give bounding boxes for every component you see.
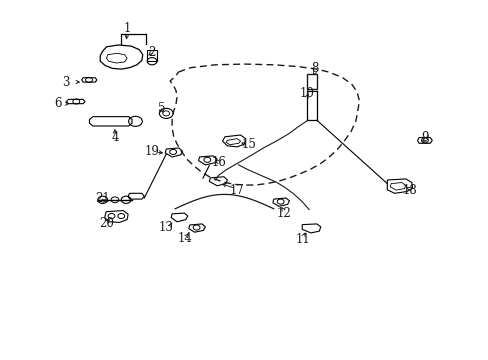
Text: 8: 8 <box>311 62 319 75</box>
Text: 5: 5 <box>157 102 165 114</box>
Text: 17: 17 <box>229 184 244 197</box>
Text: 16: 16 <box>211 156 226 169</box>
Text: 6: 6 <box>54 97 61 110</box>
Text: 21: 21 <box>95 192 110 205</box>
Text: 10: 10 <box>299 87 314 100</box>
Bar <box>306 74 316 89</box>
Text: 9: 9 <box>421 131 428 144</box>
Text: 20: 20 <box>99 217 114 230</box>
Text: 14: 14 <box>177 232 192 245</box>
Text: 12: 12 <box>276 207 290 220</box>
Text: 2: 2 <box>147 46 155 59</box>
Text: 13: 13 <box>159 221 173 234</box>
Text: 19: 19 <box>144 145 159 158</box>
Text: 18: 18 <box>402 184 416 197</box>
Text: 15: 15 <box>242 138 256 150</box>
Text: 3: 3 <box>62 76 70 89</box>
Text: 11: 11 <box>295 233 310 246</box>
Text: 1: 1 <box>123 22 131 35</box>
Text: 4: 4 <box>111 131 119 144</box>
